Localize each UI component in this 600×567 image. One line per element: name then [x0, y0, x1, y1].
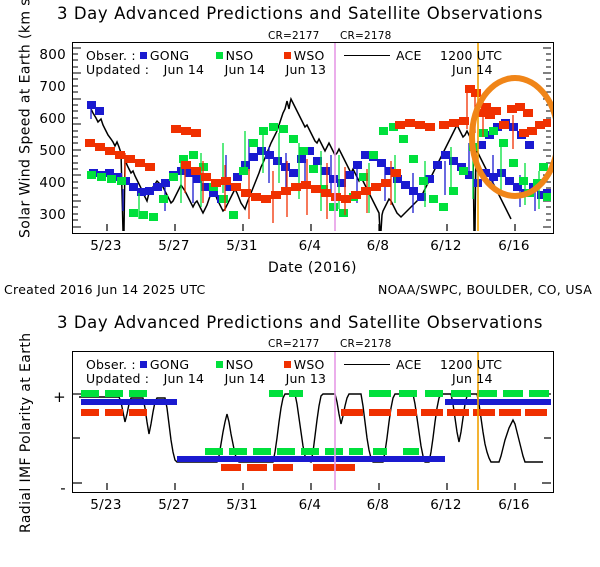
legend-updated-label: Updated :: [86, 62, 150, 77]
legend-top-row1: Obser. : GONG NSO WSO: [86, 48, 325, 63]
x-tick-5-top: 6/12: [430, 238, 462, 254]
legend-wso-date: Jun 13: [285, 62, 327, 77]
series-ace-polarity-step: [79, 393, 543, 464]
legend-wso-name-bottom: WSO: [293, 357, 325, 372]
legend-gong-name-bottom: GONG: [149, 357, 190, 372]
x-tick-2-top: 5/31: [226, 238, 258, 254]
plot-svg-bottom: [73, 352, 551, 490]
legend-gong-date: Jun 14: [163, 62, 205, 77]
legend-nso-name: NSO: [225, 48, 254, 63]
cr-label-left-bottom: CR=2177: [268, 338, 320, 350]
legend-ace-name: ACE: [396, 48, 422, 63]
now-marker-time-top: 1200 UTC: [440, 48, 503, 63]
imf-polarity-panel: 3 Day Advanced Predictions and Satellite…: [0, 305, 600, 567]
x-tick-6-bottom: 6/16: [498, 497, 530, 513]
y-tick-500: 500: [39, 143, 66, 159]
x-axis-label-top: Date (2016): [268, 260, 357, 276]
legend-wso-name: WSO: [293, 48, 325, 63]
x-tick-4-top: 6/8: [366, 238, 390, 254]
series-nso-polarity: [81, 390, 549, 455]
x-axis-ticks-bottom: [106, 483, 516, 490]
legend-nso-name-bottom: NSO: [225, 357, 254, 372]
x-tick-3-top: 6/4: [298, 238, 322, 254]
page-title-bottom: 3 Day Advanced Predictions and Satellite…: [56, 313, 544, 332]
gong-swatch-icon-bottom: [139, 361, 147, 368]
legend-gong-name: GONG: [149, 48, 190, 63]
legend-bottom-row1: Obser. : GONG NSO WSO: [86, 357, 325, 372]
prediction-highlight-ellipse: [469, 75, 553, 199]
y-tick-700: 700: [39, 79, 66, 95]
cr-label-right-bottom: CR=2178: [340, 338, 392, 350]
nso-swatch-icon: [215, 52, 223, 59]
legend-obser-label: Obser. :: [86, 48, 136, 63]
x-tick-4-bottom: 6/8: [366, 497, 390, 513]
now-marker-date-bottom: Jun 14: [452, 371, 493, 386]
y-axis-label-bottom: Radial IMF Polarity at Earth: [18, 332, 34, 533]
solar-wind-speed-panel: 3 Day Advanced Predictions and Satellite…: [4, 0, 593, 297]
y-axis-ticks-bottom: [73, 393, 551, 484]
legend-bottom-row2: Updated : Jun 14 Jun 14 Jun 13: [86, 371, 326, 386]
y-tick-minus: -: [60, 479, 66, 497]
x-tick-2-bottom: 5/31: [226, 497, 258, 513]
legend-nso-date-bottom: Jun 14: [224, 371, 266, 386]
gong-swatch-icon: [139, 52, 147, 59]
legend-bottom-ace: ACE: [344, 357, 422, 372]
wso-swatch-icon-bottom: [283, 361, 291, 368]
x-axis-ticks-top-panel: [106, 224, 516, 231]
legend-gong-date-bottom: Jun 14: [163, 371, 205, 386]
series-wso-polarity: [81, 409, 547, 471]
ace-line-icon: [344, 54, 390, 56]
y-tick-600: 600: [39, 111, 66, 127]
legend-nso-date: Jun 14: [224, 62, 266, 77]
created-timestamp: Created 2016 Jun 14 2025 UTC: [4, 282, 206, 297]
x-tick-1-top: 5/27: [158, 238, 190, 254]
x-tick-0-bottom: 5/23: [90, 497, 122, 513]
y-tick-300: 300: [39, 207, 66, 223]
x-tick-0-top: 5/23: [90, 238, 122, 254]
x-tick-6-top: 6/16: [498, 238, 530, 254]
plot-area-polarity: [72, 351, 554, 493]
x-tick-1-bottom: 5/27: [158, 497, 190, 513]
legend-updated-label-bottom: Updated :: [86, 371, 150, 386]
legend-top-row2: Updated : Jun 14 Jun 14 Jun 13: [86, 62, 326, 77]
plot-area-solar-wind: [72, 42, 554, 234]
y-tick-400: 400: [39, 175, 66, 191]
legend-top-ace: ACE: [344, 48, 422, 63]
series-gong-polarity: [81, 399, 551, 462]
ace-line-icon-bottom: [344, 363, 390, 365]
nso-swatch-icon-bottom: [215, 361, 223, 368]
legend-wso-date-bottom: Jun 13: [285, 371, 327, 386]
x-tick-3-bottom: 6/4: [298, 497, 322, 513]
now-marker-date-top: Jun 14: [452, 62, 493, 77]
x-tick-5-bottom: 6/12: [430, 497, 462, 513]
source-attribution: NOAA/SWPC, BOULDER, CO, USA: [378, 282, 593, 297]
y-axis-minor-ticks-left: [73, 47, 81, 228]
y-tick-plus: +: [53, 388, 66, 406]
cr-label-right: CR=2178: [340, 30, 392, 42]
now-marker-time-bottom: 1200 UTC: [440, 357, 503, 372]
wso-swatch-icon: [283, 52, 291, 59]
legend-obser-label-bottom: Obser. :: [86, 357, 136, 372]
page-title-top: 3 Day Advanced Predictions and Satellite…: [56, 4, 544, 23]
y-tick-800: 800: [39, 47, 66, 63]
legend-ace-name-bottom: ACE: [396, 357, 422, 372]
cr-label-left: CR=2177: [268, 30, 320, 42]
